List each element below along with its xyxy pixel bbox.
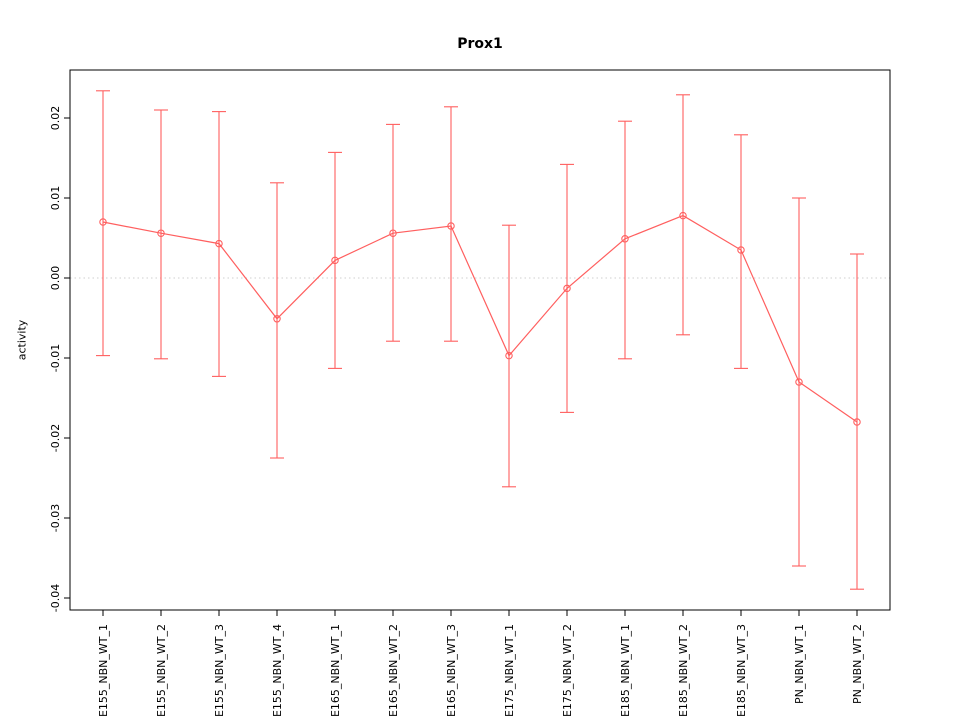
error-bar — [154, 109, 168, 360]
x-tick-label: E165_NBN_WT_3 — [445, 624, 458, 717]
data-point — [157, 229, 165, 237]
y-tick-label: 0.00 — [49, 266, 62, 291]
x-tick-label: E185_NBN_WT_1 — [619, 624, 632, 717]
x-tick-label: E155_NBN_WT_4 — [271, 624, 284, 717]
x-tick-label: E155_NBN_WT_3 — [213, 624, 226, 717]
data-point — [853, 418, 861, 426]
x-tick-label: E185_NBN_WT_3 — [735, 624, 748, 717]
error-bar — [96, 90, 110, 357]
x-tick-label: E165_NBN_WT_2 — [387, 624, 400, 717]
error-bar — [734, 134, 748, 369]
series-line — [102, 214, 858, 423]
y-tick-label: -0.04 — [49, 584, 62, 612]
data-point — [621, 235, 629, 243]
plot-border — [69, 69, 891, 611]
data-point — [563, 284, 571, 293]
x-tick-label: E155_NBN_WT_1 — [97, 624, 110, 717]
chart-title: Prox1 — [457, 36, 503, 52]
y-axis-label: activity — [15, 319, 29, 361]
error-bar — [444, 106, 458, 342]
data-point — [99, 218, 107, 226]
x-tick-label: E175_NBN_WT_2 — [561, 624, 574, 717]
data-point — [215, 239, 223, 248]
data-point — [273, 315, 281, 323]
data-point — [795, 378, 803, 386]
x-tick-label: E165_NBN_WT_1 — [329, 624, 342, 717]
data-point — [331, 256, 339, 265]
y-tick-label: -0.01 — [49, 344, 62, 372]
data-point — [389, 229, 397, 237]
y-tick-label: -0.03 — [49, 504, 62, 532]
y-tick-label: -0.02 — [49, 424, 62, 452]
y-tick-label: 0.01 — [49, 186, 62, 211]
data-point — [737, 246, 745, 254]
error-bar — [676, 94, 690, 336]
x-tick-label: PN_NBN_WT_1 — [793, 624, 806, 704]
error-bar — [270, 182, 284, 459]
x-tick-label: E155_NBN_WT_2 — [155, 624, 168, 717]
data-point — [679, 211, 687, 220]
data-point — [505, 351, 513, 360]
x-tick-label: E175_NBN_WT_1 — [503, 624, 516, 717]
error-bar — [618, 120, 632, 360]
y-tick-label: 0.02 — [49, 106, 62, 131]
x-tick-label: PN_NBN_WT_2 — [851, 624, 864, 704]
x-tick-label: E185_NBN_WT_2 — [677, 624, 690, 717]
data-point — [447, 222, 455, 230]
